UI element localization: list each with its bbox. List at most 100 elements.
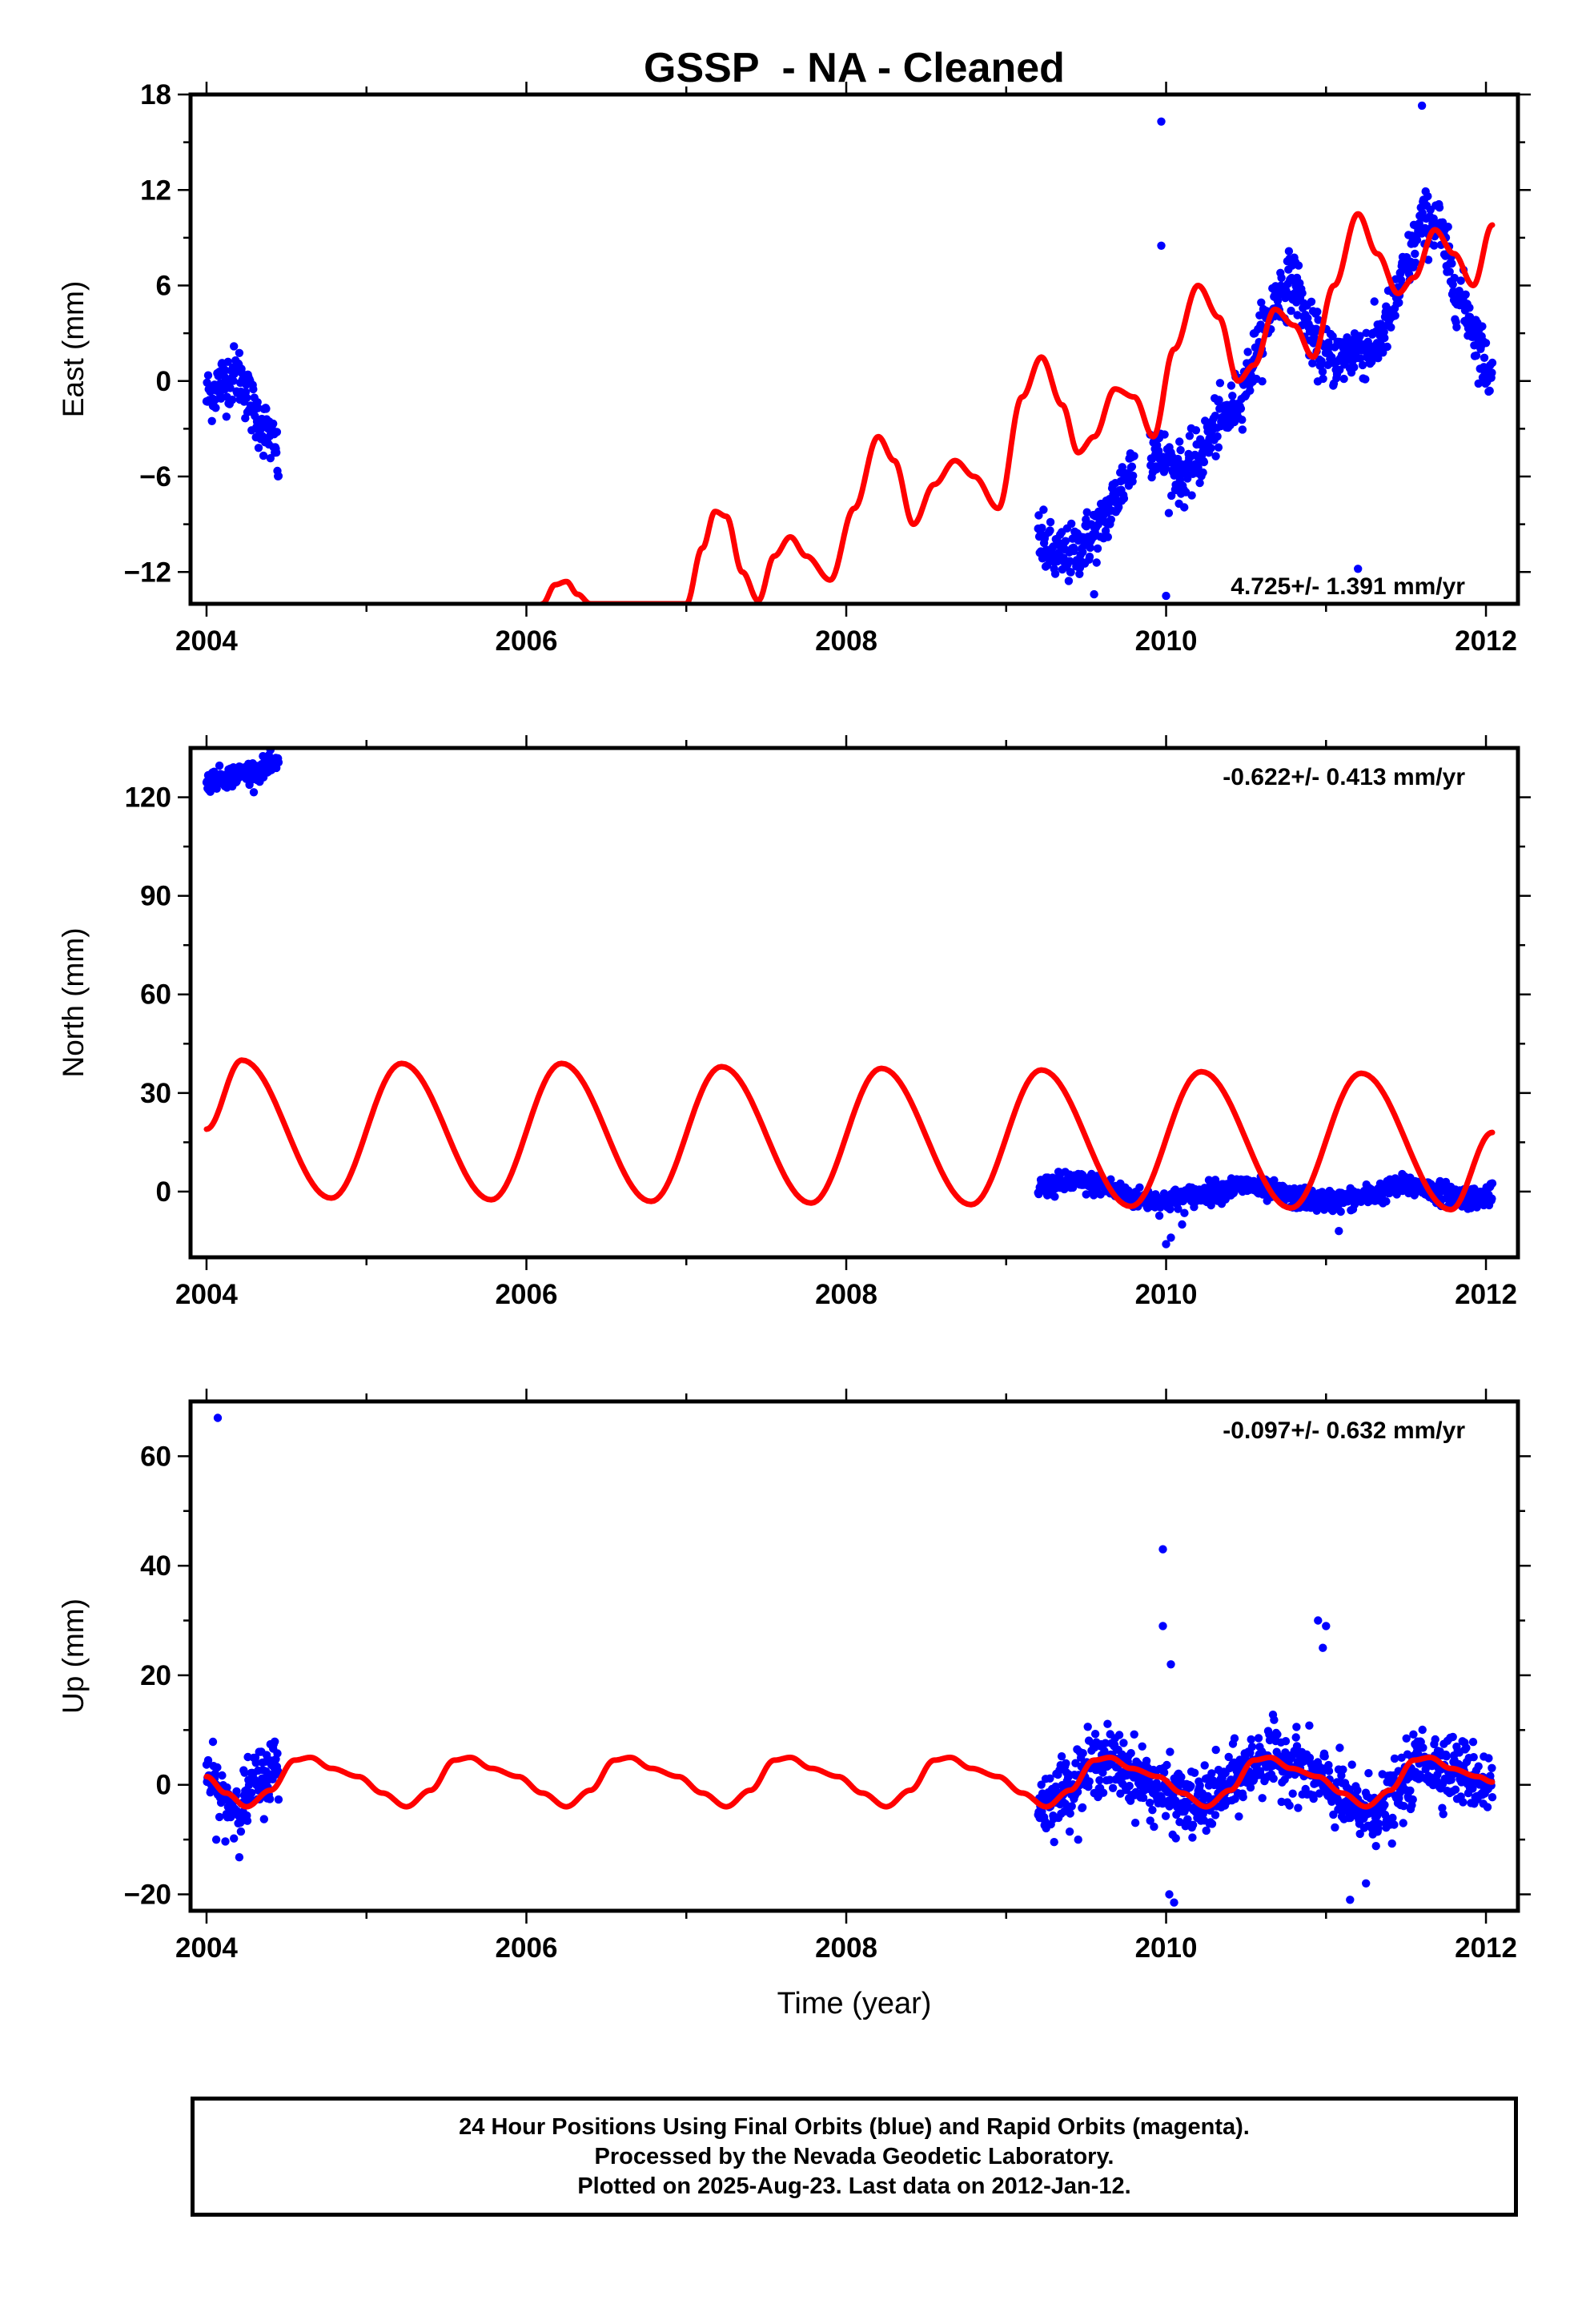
x-tick-label: 2012 [1455,625,1517,657]
data-point [1287,306,1295,316]
data-point [1195,478,1204,488]
data-point [1468,1738,1478,1747]
y-tick-label: 12 [140,175,171,206]
outlier-point [1335,1227,1343,1236]
data-point [1419,1743,1427,1752]
data-point [1364,1769,1373,1778]
data-point [1066,568,1075,577]
data-point [1483,1803,1492,1811]
data-point [1066,1809,1074,1818]
data-point [1399,1802,1408,1811]
data-point [1353,1786,1362,1795]
data-point [1228,392,1237,400]
x-tick-label: 2006 [496,1932,558,1964]
rate-label-1: 4.725+/- 1.391 mm/yr [1231,573,1465,600]
data-point [1284,247,1294,255]
data-point [211,404,220,412]
data-point [1199,468,1207,477]
data-point [1488,1194,1496,1203]
outlier-point [1165,1890,1174,1899]
data-point [1246,386,1255,395]
data-point [1445,267,1454,276]
data-point [1215,379,1225,388]
chart-title: GSSP - NA - Cleaned [644,45,1065,91]
x-tick-label: 2004 [175,1932,238,1964]
x-tick-label: 2010 [1135,625,1198,657]
data-point [223,357,232,366]
data-point [1270,1176,1279,1185]
x-tick-label: 2010 [1135,1279,1198,1310]
data-point [1175,1818,1184,1827]
data-point [1057,1752,1066,1761]
data-point [232,1787,241,1796]
data-point [1423,255,1433,264]
data-point [1254,1734,1263,1743]
outlier-point [1157,117,1166,126]
data-point [1474,379,1483,388]
data-point [1339,374,1348,384]
data-point [1452,323,1461,332]
data-point [1083,1723,1092,1731]
data-point [1387,323,1395,332]
data-point [1399,1819,1407,1827]
data-point [1176,445,1185,455]
data-point [1346,1813,1355,1823]
data-point [1166,1747,1174,1756]
data-point [1347,1760,1356,1769]
data-point [229,376,238,385]
x-tick-label: 2006 [496,1279,558,1310]
data-point [1046,517,1055,527]
data-point [269,419,278,428]
data-point [1095,1775,1104,1785]
data-point [1361,375,1370,384]
data-point [1448,280,1457,289]
data-point [1350,363,1359,372]
data-point [1443,223,1452,231]
outlier-point [1170,1898,1178,1907]
data-point [1199,457,1209,467]
data-point [1374,1819,1383,1828]
data-point [1468,1784,1477,1793]
data-point [203,1755,213,1765]
data-point [1370,297,1379,306]
data-point [1358,360,1367,370]
footer-line-1: 24 Hour Positions Using Final Orbits (bl… [459,2113,1250,2140]
data-point [1114,503,1123,512]
data-point [1246,1783,1255,1792]
data-point [1488,1793,1497,1802]
data-point [1037,1780,1046,1789]
data-point [1238,416,1247,424]
data-point [1484,1754,1493,1763]
y-tick-label: 60 [140,979,171,1011]
footer-line-2: Processed by the Nevada Geodetic Laborat… [594,2143,1114,2169]
data-point [1082,515,1090,524]
data-point [1215,1783,1225,1792]
data-point [1485,386,1494,396]
data-point [1135,1183,1144,1192]
data-point [1129,471,1138,480]
y-tick-label: 90 [140,881,171,912]
data-point [1430,241,1439,250]
y-axis-3 [178,1455,1531,1896]
data-point [1308,359,1317,368]
data-point [1335,1743,1344,1752]
outlier-point [1417,101,1427,111]
data-point [1171,1834,1180,1843]
data-point [272,428,282,436]
y-axis-label-3: Up (mm) [57,1598,90,1714]
plot-area-1 [202,101,1497,604]
data-point [262,404,271,413]
model-fit-line-2 [203,1057,1496,1212]
data-point [1269,1774,1278,1783]
y-tick-label: 0 [156,1176,171,1208]
data-point [1082,508,1091,517]
data-point [1488,358,1497,368]
data-point [1130,1730,1138,1739]
data-point [1213,432,1222,441]
data-point [1050,1838,1058,1847]
data-point [1411,249,1419,259]
plot-area-3 [202,1413,1497,1907]
y-tick-label: −12 [124,557,171,588]
data-point [1291,1733,1300,1742]
data-point [1195,1781,1204,1790]
